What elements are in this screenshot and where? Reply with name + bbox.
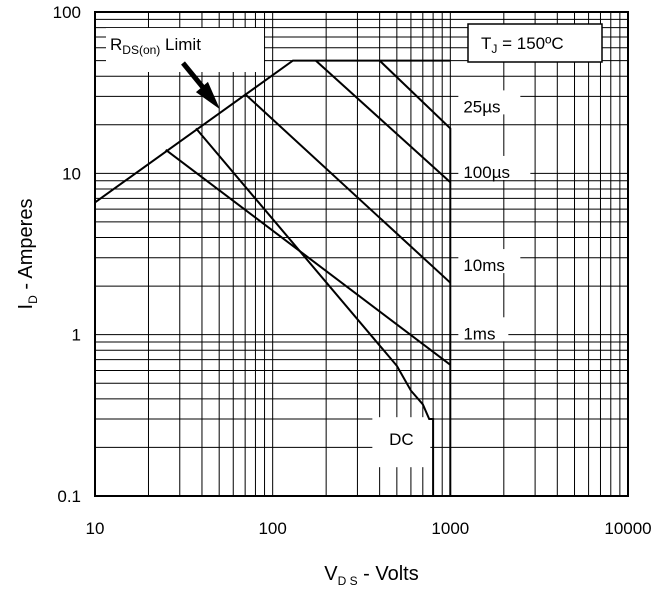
- series-1ms: [165, 149, 451, 366]
- series-100us: [315, 59, 451, 184]
- label-background: [372, 417, 431, 468]
- series-10ms: [244, 93, 451, 284]
- rdson-label-rest: Limit: [160, 35, 201, 54]
- x-tick-label: 10: [86, 519, 105, 538]
- y-tick-label: 0.1: [57, 487, 81, 506]
- rdson-label-sub: DS(on): [122, 43, 160, 57]
- y-axis-title: ID - Amperes: [15, 199, 40, 310]
- curve-label-25us: 25µs: [463, 97, 500, 116]
- tj-annotation: TJ = 150ºC: [467, 23, 603, 63]
- rdson-arrow: [181, 61, 220, 110]
- curve-label-100us: 100µs: [463, 163, 510, 182]
- y-tick-label: 100: [53, 3, 81, 22]
- y-axis-title-rest: - Amperes: [15, 199, 37, 296]
- x-tick-label: 10000: [604, 519, 651, 538]
- tick-labels: 10 100 1000 10000 0.1 1 10 100: [53, 3, 652, 538]
- series-dc: [195, 127, 435, 496]
- annotations: 25µs 100µs 1ms 10ms DC: [389, 97, 510, 449]
- tj-label: TJ = 150ºC: [481, 34, 564, 56]
- label-background: [458, 90, 521, 115]
- y-axis-title-sub: D: [26, 295, 40, 304]
- tj-label-main: T: [481, 34, 491, 53]
- series: [94, 59, 452, 496]
- curve-label-1ms: 1ms: [463, 324, 495, 343]
- curve-label-10ms: 10ms: [463, 256, 505, 275]
- x-axis-title-rest: - Volts: [358, 563, 419, 585]
- rdson-limit-label: RDS(on) Limit: [110, 35, 201, 57]
- annotation-backgrounds: [372, 90, 531, 468]
- plot-frame: [94, 11, 629, 497]
- y-tick-label: 1: [72, 326, 81, 345]
- x-axis-title-main: V: [324, 563, 338, 585]
- tj-box: [467, 23, 603, 63]
- grid: [95, 12, 628, 496]
- series-25us: [378, 59, 452, 496]
- rdson-limit-annotation: RDS(on) Limit: [106, 28, 264, 110]
- rdson-label-main: R: [110, 35, 122, 54]
- x-tick-label: 1000: [431, 519, 469, 538]
- label-background: [458, 155, 531, 180]
- y-tick-label: 10: [62, 164, 81, 183]
- x-tick-label: 100: [258, 519, 286, 538]
- series-rdson-limit: [94, 59, 451, 204]
- y-axis-title-main: I: [15, 304, 37, 310]
- tj-label-sub: J: [491, 42, 497, 56]
- x-axis-title-sub: D S: [338, 574, 358, 588]
- x-axis-title: VD S - Volts: [324, 563, 419, 588]
- label-background: [458, 317, 509, 342]
- tj-label-rest: = 150ºC: [497, 34, 563, 53]
- label-background: [458, 249, 521, 274]
- curve-label-dc: DC: [389, 430, 414, 449]
